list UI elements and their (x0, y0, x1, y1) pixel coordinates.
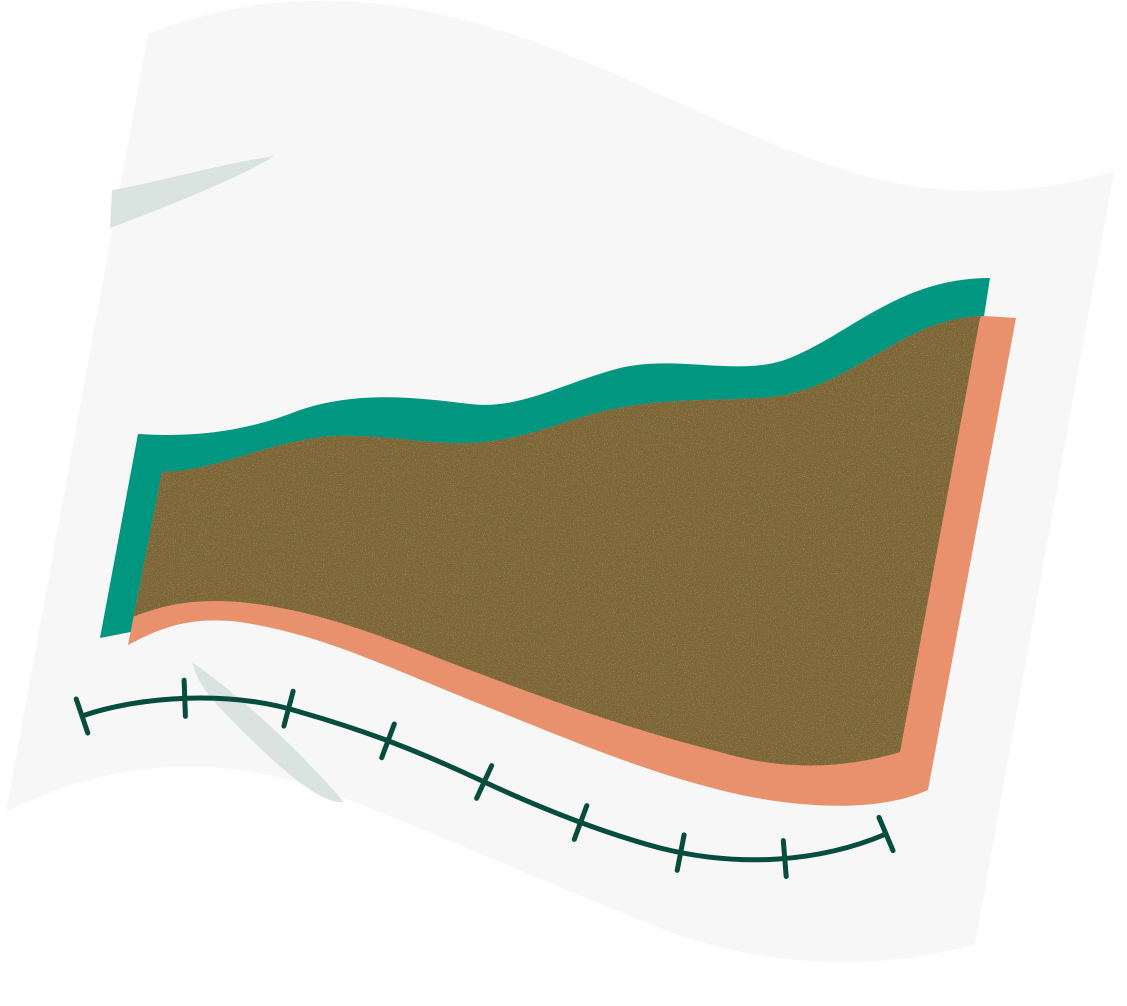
brush-streak (110, 156, 274, 228)
axis-tick (474, 763, 495, 801)
axis-ticks (73, 677, 896, 879)
wavy-axis-line (79, 695, 889, 863)
axis-tick (379, 721, 397, 761)
axis-tick (674, 832, 687, 873)
axis-tick (281, 688, 296, 729)
overlap-band (130, 316, 985, 766)
axis-tick (571, 803, 590, 842)
axis-tick (876, 814, 896, 854)
axis-tick (780, 838, 789, 879)
axis-tick (181, 677, 188, 719)
axis-tick (73, 696, 91, 736)
